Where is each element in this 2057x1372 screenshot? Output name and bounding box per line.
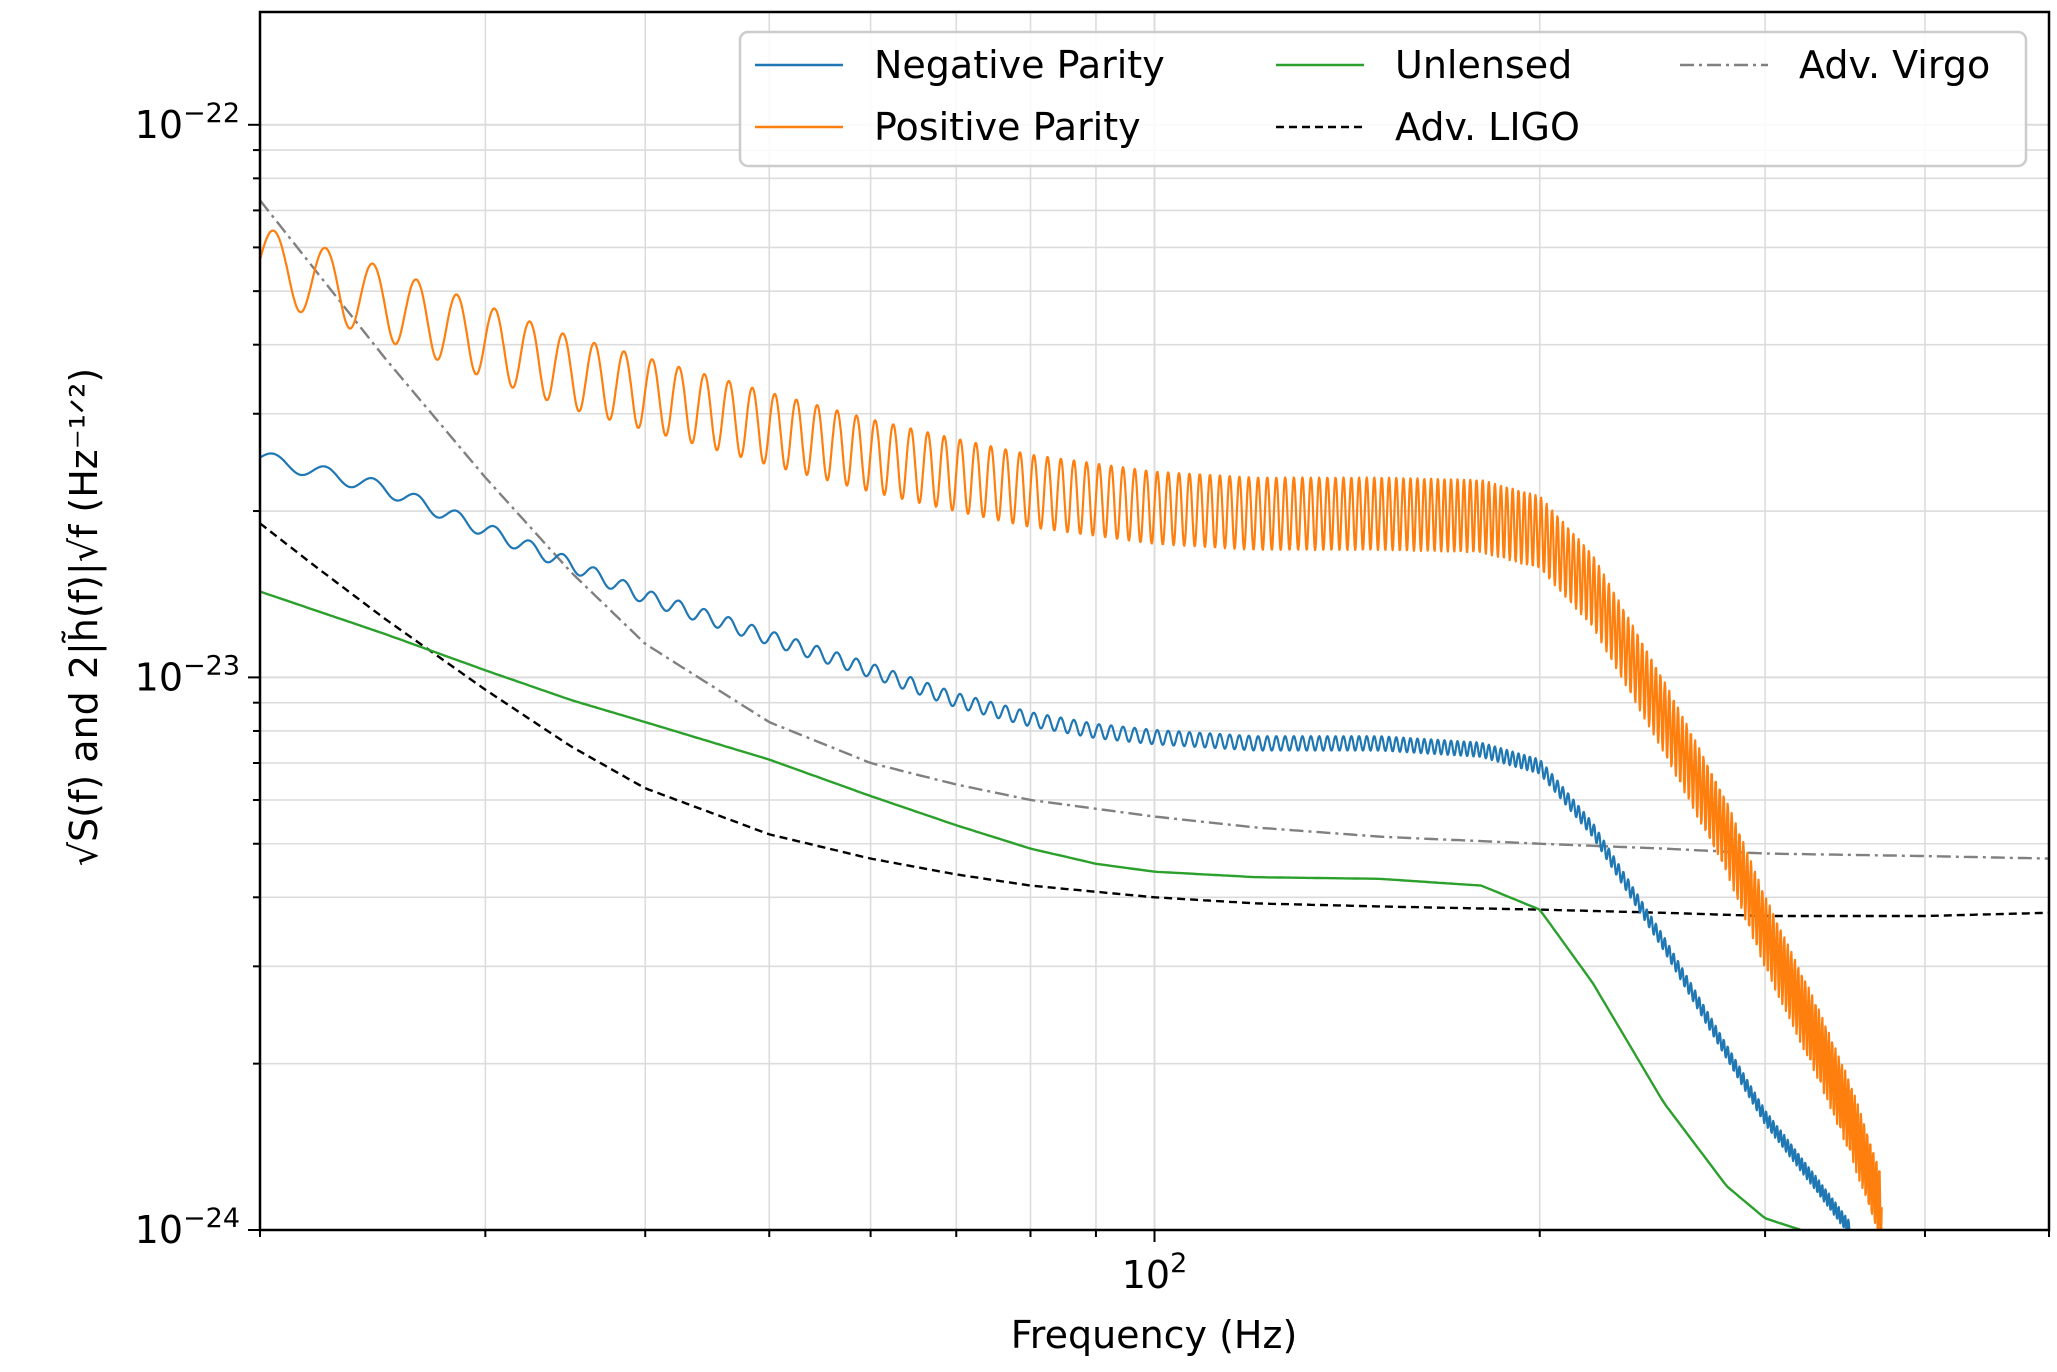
legend-box <box>738 30 2028 168</box>
series-line-adv-virgo <box>260 199 2049 860</box>
series-line-positive-parity <box>260 229 1883 1230</box>
legend-label: Adv. LIGO <box>1395 105 1580 149</box>
grid <box>259 12 2050 1231</box>
legend-label: Unlensed <box>1395 43 1572 87</box>
x-axis-label: Frequency (Hz) <box>1011 1313 1298 1357</box>
x-tick-label: 102 <box>1122 1248 1188 1297</box>
series-layer <box>260 199 2049 1230</box>
legend-label: Negative Parity <box>874 43 1165 87</box>
ticks: 102 10−22 10−23 10−24 <box>135 98 2050 1297</box>
y-tick-label: 10−23 <box>135 650 240 699</box>
legend-label: Positive Parity <box>874 105 1141 149</box>
series-line-negative-parity <box>260 452 1851 1230</box>
y-tick-label: 10−22 <box>135 98 240 147</box>
legend-label: Adv. Virgo <box>1799 43 1990 87</box>
y-axis-label: √S(f) and 2|h̃(f)|√f (Hz⁻¹ᐟ²) <box>62 367 106 867</box>
series-line-unlensed <box>260 590 1802 1230</box>
series-line-adv-ligo <box>260 522 2049 918</box>
y-tick-label: 10−24 <box>135 1203 240 1252</box>
legend: Negative Parity Positive Parity Unlensed Ad… <box>738 30 2028 168</box>
